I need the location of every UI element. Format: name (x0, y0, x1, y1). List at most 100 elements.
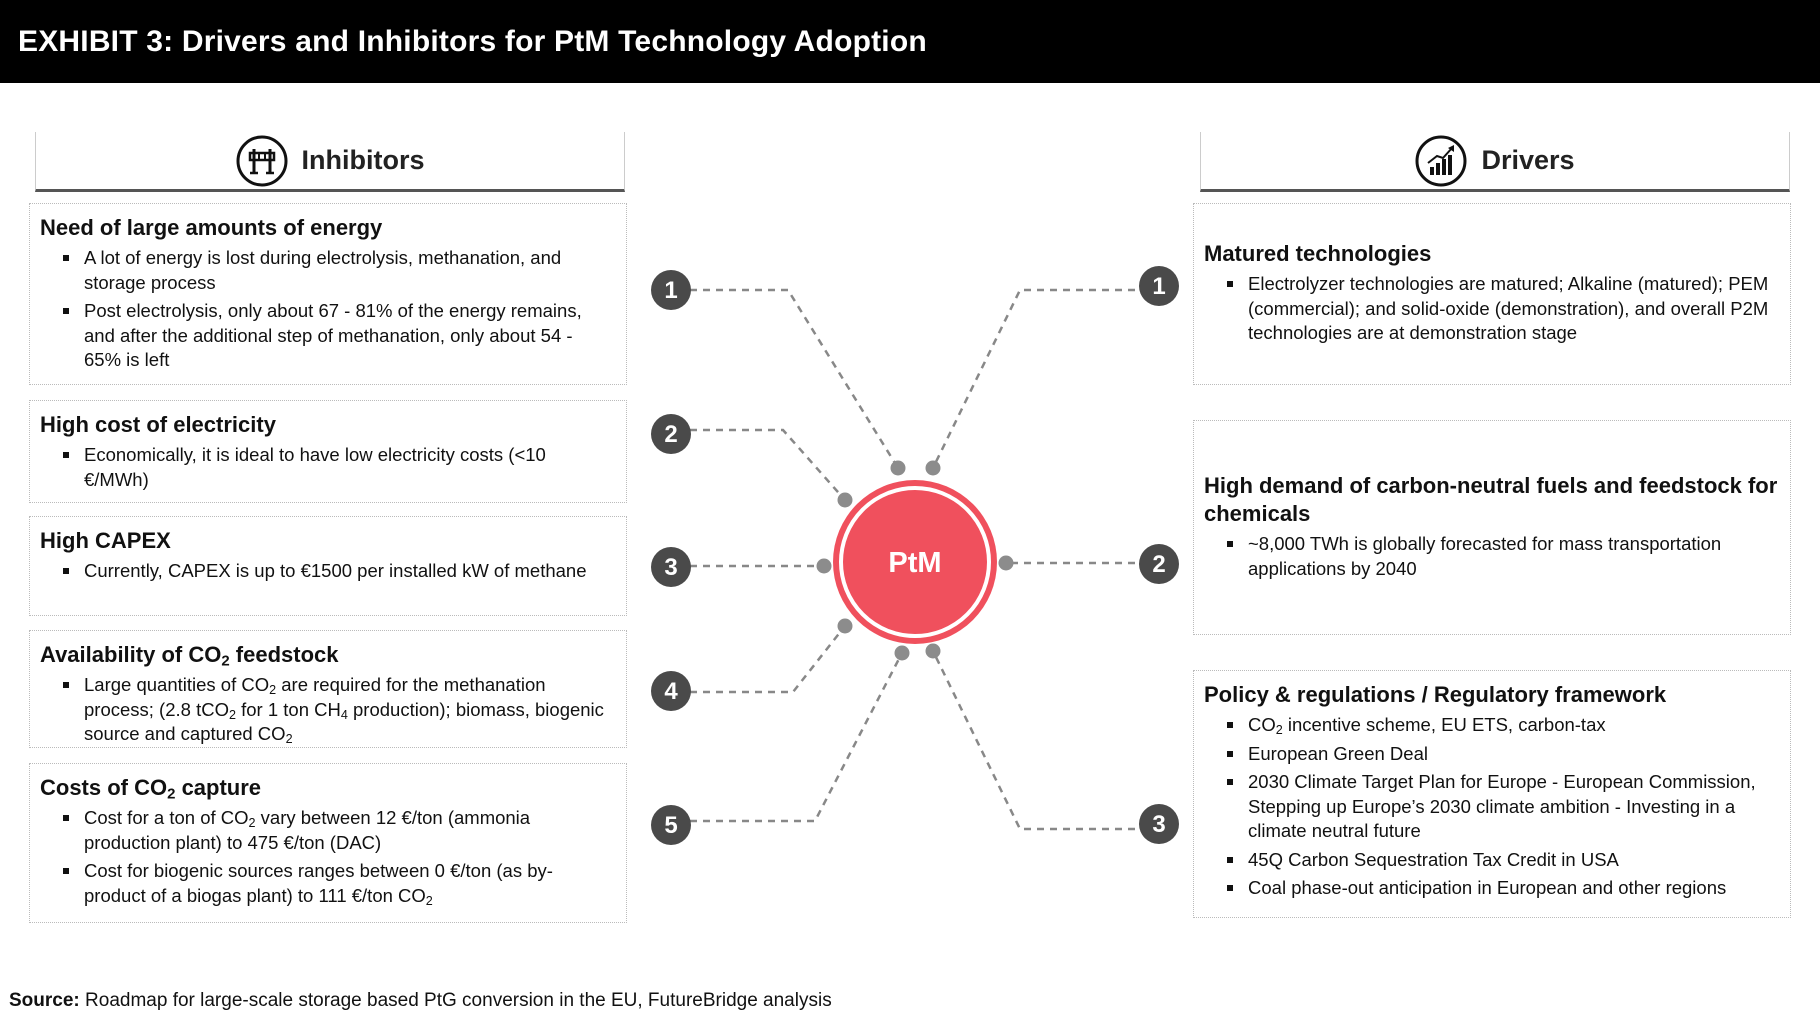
inhibitor-title-5: Costs of CO2 capture (40, 774, 614, 802)
driver-list-3: CO2 incentive scheme, EU ETS, carbon-tax… (1204, 713, 1778, 901)
inhibitors-title: Inhibitors (301, 145, 425, 175)
dot (837, 618, 853, 634)
dot (894, 645, 910, 661)
svg-text:1: 1 (1152, 273, 1165, 300)
bullet: Large quantities of CO2 are required for… (63, 673, 614, 747)
driver-box-2: High demand of carbon-neutral fuels and … (1193, 420, 1791, 635)
inhibitor-list-4: Large quantities of CO2 are required for… (40, 673, 614, 747)
bullet: 45Q Carbon Sequestration Tax Credit in U… (1227, 848, 1778, 873)
inhibitor-box-4: Availability of CO2 feedstock Large quan… (29, 630, 627, 748)
svg-text:2: 2 (664, 421, 677, 448)
bullet: 2030 Climate Target Plan for Europe - Eu… (1227, 770, 1778, 844)
growth-chart-icon (1415, 135, 1467, 186)
badge-left-5: 5 (651, 805, 691, 845)
subscript: 2 (248, 816, 256, 831)
inhibitor-list-2: Economically, it is ideal to have low el… (40, 443, 614, 492)
inhibitor-title-3: High CAPEX (40, 528, 171, 553)
badge-left-1: 1 (651, 270, 691, 310)
bullet: Post electrolysis, only about 67 - 81% o… (63, 299, 614, 373)
svg-text:4: 4 (664, 678, 678, 705)
text: are required for the methanation process… (84, 674, 546, 720)
inhibitor-title-4: Availability of CO2 feedstock (40, 641, 614, 669)
drivers-title: Drivers (1481, 145, 1575, 175)
ptm-node: PtM (833, 480, 997, 644)
inhibitor-title-1: Need of large amounts of energy (40, 215, 383, 240)
source-text: Roadmap for large-scale storage based Pt… (79, 990, 832, 1011)
title-text: feedstock (229, 642, 339, 667)
connector-left-5 (690, 652, 904, 823)
dot (816, 558, 832, 574)
inhibitor-box-2: High cost of electricity Economically, i… (29, 400, 627, 503)
source-label: Source: (9, 990, 80, 1011)
badge-right-2: 2 (1139, 544, 1179, 584)
driver-title-2: High demand of carbon-neutral fuels and … (1204, 473, 1778, 526)
dot (925, 460, 941, 476)
connector-right-3 (931, 650, 1135, 831)
subscript: 4 (340, 707, 348, 722)
bullet: European Green Deal (1227, 742, 1778, 767)
inhibitor-list-5: Cost for a ton of CO2 vary between 12 €/… (40, 806, 614, 908)
inhibitor-box-3: High CAPEX Currently, CAPEX is up to €15… (29, 516, 627, 616)
driver-list-1: Electrolyzer technologies are matured; A… (1204, 272, 1778, 350)
badge-left-4: 4 (651, 671, 691, 711)
connector-right-1 (931, 288, 1135, 469)
text: incentive scheme, EU ETS, carbon-tax (1282, 714, 1606, 735)
inhibitors-header: Inhibitors (35, 132, 625, 192)
dot (998, 555, 1014, 571)
text: for 1 ton CH (235, 698, 341, 720)
text: production); biomass, biogenic source an… (84, 698, 604, 745)
subscript: 2 (221, 652, 230, 670)
connector-left-2 (690, 428, 846, 501)
connector-left-1 (690, 288, 900, 469)
bullet: Electrolyzer technologies are matured; A… (1227, 272, 1778, 346)
source-note: Source: Roadmap for large-scale storage … (9, 990, 832, 1012)
subscript: 2 (1275, 723, 1283, 738)
text: vary between 12 €/ton (ammonia productio… (84, 807, 531, 853)
inhibitor-badges: 1 2 3 4 5 (651, 270, 691, 845)
text: Cost for a ton of CO (84, 807, 249, 828)
dot (837, 492, 853, 508)
driver-list-2: ~8,000 TWh is globally forecasted for ma… (1204, 532, 1778, 585)
subscript: 2 (228, 707, 236, 722)
title-text: capture (175, 775, 262, 800)
title-text: Availability of CO (40, 642, 222, 667)
barrier-icon (236, 135, 287, 186)
driver-box-3: Policy & regulations / Regulatory framew… (1193, 670, 1791, 918)
bullet: CO2 incentive scheme, EU ETS, carbon-tax (1227, 713, 1778, 738)
badge-left-2: 2 (651, 414, 691, 454)
subscript: 2 (269, 683, 277, 698)
connector-dots (816, 460, 1014, 661)
bullet: A lot of energy is lost during electroly… (63, 246, 614, 295)
dot (890, 460, 906, 476)
inhibitor-box-5: Costs of CO2 capture Cost for a ton of C… (29, 763, 627, 923)
bullet: Cost for a ton of CO2 vary between 12 €/… (63, 806, 614, 855)
bullet: Economically, it is ideal to have low el… (63, 443, 614, 492)
inhibitor-box-1: Need of large amounts of energy A lot of… (29, 203, 627, 385)
driver-badges: 1 2 3 (1139, 266, 1179, 844)
badge-left-3: 3 (651, 547, 691, 587)
inhibitor-title-2: High cost of electricity (40, 412, 276, 437)
text: Cost for biogenic sources ranges between… (84, 860, 553, 906)
header-bar: EXHIBIT 3: Drivers and Inhibitors for Pt… (0, 0, 1820, 83)
svg-text:3: 3 (664, 554, 677, 581)
bullet: Cost for biogenic sources ranges between… (63, 859, 614, 908)
subscript: 2 (285, 732, 293, 747)
driver-title-1: Matured technologies (1204, 241, 1432, 267)
svg-text:2: 2 (1152, 551, 1165, 578)
connector-left-4 (690, 625, 846, 694)
title-text: Costs of CO (40, 775, 168, 800)
text: CO (1248, 714, 1276, 735)
inhibitor-list-3: Currently, CAPEX is up to €1500 per inst… (40, 559, 614, 584)
text: Large quantities of CO (84, 674, 270, 695)
svg-text:5: 5 (664, 812, 677, 839)
svg-text:3: 3 (1152, 811, 1165, 838)
badge-right-1: 1 (1139, 266, 1179, 306)
ptm-label: PtM (888, 547, 941, 579)
connector-lines (690, 288, 1135, 831)
bullet: Currently, CAPEX is up to €1500 per inst… (63, 559, 614, 584)
exhibit-title: EXHIBIT 3: Drivers and Inhibitors for Pt… (18, 24, 927, 58)
driver-box-1: Matured technologies Electrolyzer techno… (1193, 203, 1791, 385)
dot (925, 643, 941, 659)
subscript: 2 (167, 785, 176, 803)
